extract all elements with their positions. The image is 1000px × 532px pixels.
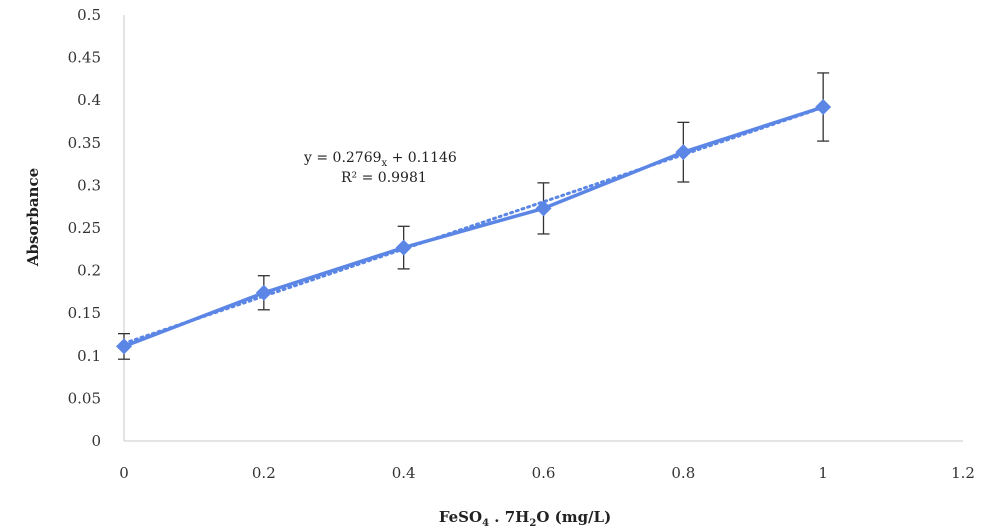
x-tick-label: 1.2	[951, 464, 975, 482]
x-title-part-2: . 7H	[489, 508, 529, 526]
y-tick-label: 0	[91, 432, 101, 450]
x-title-part-3: O (mg/L)	[536, 508, 611, 526]
x-tick-labels: 0 0.2 0.4 0.6 0.8 1 1.2	[119, 464, 975, 482]
y-tick-label: 0.05	[68, 389, 101, 407]
trendline-equation: y = 0.2769x + 0.1146	[303, 150, 457, 169]
data-point	[535, 200, 552, 217]
x-tick-label: 0.4	[392, 464, 416, 482]
x-axis-title: FeSO4 . 7H2O (mg/L)	[439, 508, 611, 529]
data-point	[255, 284, 272, 301]
equation-main: y = 0.2769	[303, 150, 382, 166]
y-tick-label: 0.5	[77, 6, 101, 24]
data-point	[395, 239, 412, 256]
data-series	[123, 105, 824, 349]
y-tick-label: 0.2	[77, 262, 101, 280]
x-title-sub-2: 2	[529, 518, 536, 529]
y-tick-label: 0.3	[77, 176, 101, 194]
y-axis-title: Absorbance	[24, 168, 42, 267]
y-tick-label: 0.45	[68, 49, 101, 67]
data-point	[675, 144, 692, 161]
x-title-sub-4: 4	[482, 518, 489, 529]
y-tick-label: 0.25	[68, 219, 101, 237]
equation-sub: x	[382, 158, 388, 169]
x-tick-label: 0.8	[671, 464, 695, 482]
y-tick-label: 0.4	[77, 91, 101, 109]
x-tick-label: 0.2	[252, 464, 276, 482]
series-line	[123, 105, 824, 349]
data-point	[815, 99, 832, 116]
x-title-part-1: FeSO	[439, 508, 482, 526]
y-tick-label: 0.15	[68, 304, 101, 322]
y-tick-label: 0.1	[77, 347, 101, 365]
x-tick-label: 1	[818, 464, 828, 482]
data-markers	[116, 99, 832, 355]
y-tick-labels: 0 0.05 0.1 0.15 0.2 0.25 0.3 0.35 0.4 0.45 0.5	[68, 6, 101, 450]
trendline	[122, 105, 825, 345]
trendline-dotted	[122, 105, 825, 345]
error-bars	[118, 72, 830, 360]
y-tick-label: 0.35	[68, 134, 101, 152]
equation-tail: + 0.1146	[387, 150, 457, 166]
x-tick-label: 0	[119, 464, 129, 482]
data-point	[116, 338, 132, 355]
x-tick-label: 0.6	[532, 464, 556, 482]
r-squared-label: R² = 0.9981	[341, 170, 427, 186]
